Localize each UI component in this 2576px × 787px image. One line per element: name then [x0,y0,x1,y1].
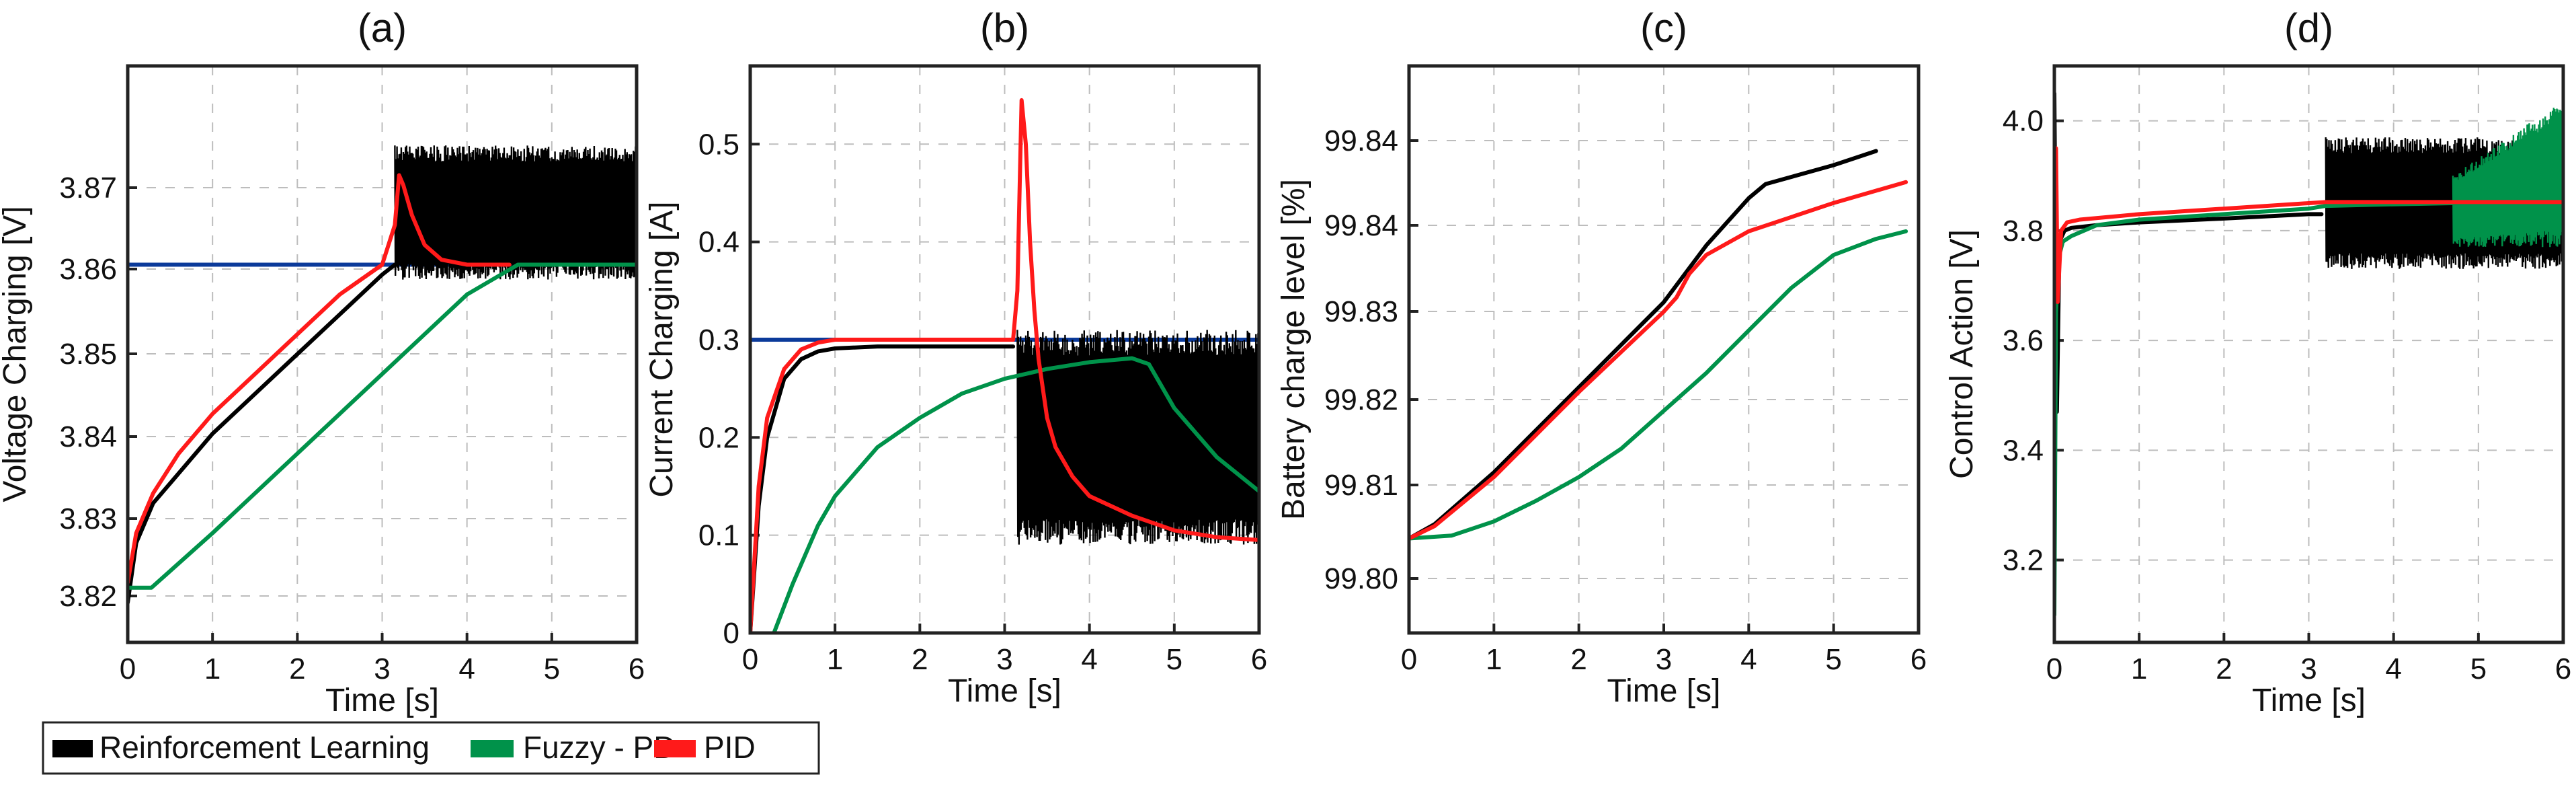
reinforcement-learning-line [2054,91,2324,414]
x-axis-label: Time [s] [1607,673,1721,709]
reinforcement-learning-line [128,262,397,605]
y-tick-label: 99.83 [1324,295,1398,328]
pid-line [750,98,1259,633]
x-tick-label: 1 [2131,652,2147,685]
y-tick-label: 3.87 [59,172,117,204]
pid-line [128,173,512,585]
x-tick-label: 4 [1740,643,1757,676]
x-tick-label: 6 [1251,643,1267,676]
y-tick-label: 3.2 [2003,544,2044,577]
x-axis-label: Time [s] [948,673,1061,709]
x-tick-label: 2 [1570,643,1586,676]
x-tick-label: 5 [1825,643,1841,676]
fuzzy-pd-line [772,356,1259,633]
legend-label: Reinforcement Learning [99,730,430,765]
plot-area [1409,149,1908,541]
legend-label: PID [704,730,756,765]
x-tick-label: 0 [2046,652,2062,685]
panel-c: 0 1 2 3 4 5 6 99.80 99.81 99.82 99.83 99.84 99.84 (c)… [1276,5,1927,709]
x-axis-label: Time [s] [325,683,439,718]
reinforcement-learning-line [1409,149,1878,541]
panel-d: 0 1 2 3 4 5 6 3.2 3.4 3.6 3.8 4.0 (d) Time [s] Control… [1944,5,2571,718]
reinforcement-learning-oscillation [1016,330,1259,545]
y-tick-label: 0.1 [698,519,739,552]
x-tick-label: 3 [996,643,1012,676]
x-tick-label: 3 [1656,643,1672,676]
x-tick-label: 1 [1486,643,1502,676]
panel-a: 0 1 2 3 4 5 6 3.82 3.83 3.84 3.85 3.86 3.87 (a) Time [… [0,5,645,718]
y-tick-label: 0.4 [698,226,739,259]
y-tick-label: 0 [723,617,739,650]
y-axis-label: Control Action [V] [1944,229,1980,479]
y-tick-label: 99.84 [1324,124,1398,157]
x-tick-label: 4 [1081,643,1097,676]
x-tick-label: 6 [2555,652,2571,685]
pid-line [1409,180,1908,541]
y-tick-label: 99.84 [1324,209,1398,242]
axes-frame [748,64,1261,635]
fuzzy-pd-line [128,262,637,590]
axes-frame [126,64,639,644]
y-axis-label: Current Charging [A] [644,201,680,497]
fuzzy-pd-line [1409,229,1908,541]
y-tick-label: 99.81 [1324,469,1398,502]
panel-title: (a) [358,5,407,50]
reinforcement-learning-oscillation [394,145,637,280]
y-tick-label: 0.5 [698,128,739,161]
x-tick-label: 0 [120,652,136,685]
y-tick-label: 3.4 [2003,434,2044,467]
y-tick-label: 3.82 [59,580,117,613]
x-tick-label: 1 [827,643,843,676]
y-tick-label: 3.6 [2003,324,2044,357]
x-tick-label: 2 [289,652,305,685]
y-tick-label: 0.2 [698,421,739,454]
plot-area [2054,91,2563,617]
pid-line [2054,146,2563,304]
y-tick-label: 3.85 [59,338,117,371]
x-tick-label: 5 [544,652,560,685]
y-axis-label: Voltage Charging [V] [0,206,33,502]
x-tick-label: 6 [629,652,645,685]
x-tick-label: 4 [458,652,475,685]
y-tick-label: 3.83 [59,502,117,535]
x-tick-label: 5 [1166,643,1182,676]
x-tick-label: 2 [2216,652,2232,685]
x-tick-label: 6 [1910,643,1927,676]
y-tick-label: 3.8 [2003,215,2044,248]
y-tick-label: 99.82 [1324,383,1398,416]
panel-title: (b) [980,5,1029,50]
x-tick-label: 3 [374,652,390,685]
x-axis-label: Time [s] [2252,683,2366,718]
x-tick-label: 0 [742,643,758,676]
x-tick-label: 0 [1401,643,1417,676]
legend-swatch [654,740,696,757]
plot-area [128,145,637,605]
fuzzy-pd-oscillation [2452,100,2563,248]
legend-swatch [471,740,514,757]
y-tick-label: 4.0 [2003,105,2044,138]
panel-b: 0 1 2 3 4 5 6 0 0.1 0.2 0.3 0.4 0.5 (b) Time [s] Curren… [644,5,1267,709]
x-tick-label: 5 [2470,652,2487,685]
axes-frame [2052,64,2565,644]
x-tick-label: 4 [2385,652,2401,685]
panel-title: (c) [1640,5,1687,50]
x-tick-label: 3 [2300,652,2317,685]
y-tick-label: 3.84 [59,420,117,453]
legend-swatch [52,740,93,757]
y-tick-label: 0.3 [698,324,739,357]
legend: Reinforcement Learning Fuzzy - PD PID [42,721,820,775]
y-tick-label: 99.80 [1324,562,1398,595]
reinforcement-learning-line [750,344,1016,633]
panel-title: (d) [2284,5,2333,50]
x-tick-label: 2 [912,643,928,676]
plot-area [750,98,1259,633]
y-tick-label: 3.86 [59,253,117,286]
axes-frame [1407,64,1921,635]
x-tick-label: 1 [204,652,220,685]
legend-label: Fuzzy - PD [523,730,676,765]
y-axis-label: Battery charge level [%] [1276,179,1312,520]
